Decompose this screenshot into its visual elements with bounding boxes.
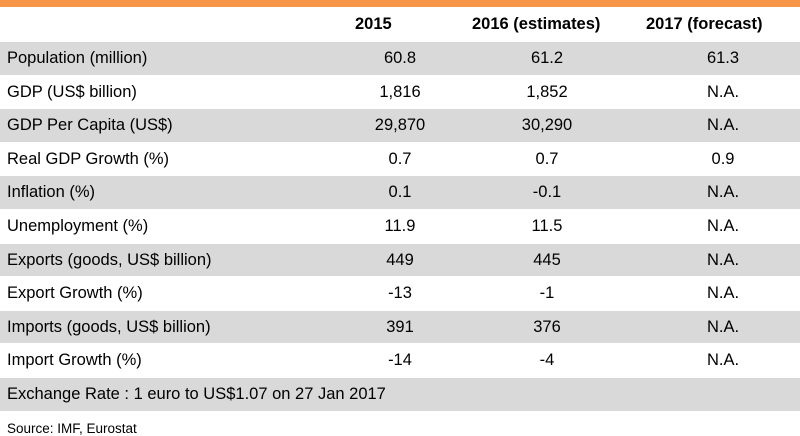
- table-row: Import Growth (%) -14 -4 N.A.: [0, 343, 800, 378]
- exchange-rate-note: Exchange Rate : 1 euro to US$1.07 on 27 …: [0, 377, 800, 411]
- value-2015: -13: [388, 284, 412, 303]
- value-2015: 391: [386, 317, 414, 336]
- accent-bar: [0, 0, 800, 7]
- table-row: GDP (US$ billion) 1,816 1,852 N.A.: [0, 75, 800, 109]
- header-2016: 2016 (estimates): [472, 15, 601, 33]
- value-2017: N.A.: [706, 216, 740, 235]
- table-row: Imports (goods, US$ billion) 391 376 N.A.: [0, 310, 800, 344]
- exchange-rate-row: Exchange Rate : 1 euro to US$1.07 on 27 …: [0, 377, 800, 411]
- value-2016: 0.7: [535, 149, 559, 168]
- value-2016: 61.2: [530, 49, 564, 67]
- value-2017: 0.9: [711, 149, 735, 168]
- value-2017: N.A.: [706, 82, 740, 101]
- value-2015: 0.7: [388, 149, 412, 168]
- value-2015: -14: [388, 351, 412, 370]
- header-label: [0, 7, 352, 42]
- value-2016: 1,852: [526, 82, 568, 101]
- row-label: Inflation (%): [7, 183, 96, 202]
- value-2016: -1: [539, 284, 555, 303]
- value-2015: 11.9: [384, 216, 416, 235]
- table-row: Exports (goods, US$ billion) 449 445 N.A.: [0, 243, 800, 277]
- row-label: Population (million): [7, 49, 148, 67]
- row-label: GDP Per Capita (US$): [7, 116, 173, 135]
- row-label: Imports (goods, US$ billion): [7, 317, 211, 336]
- value-2016: -4: [539, 351, 555, 370]
- value-2015: 29,870: [374, 116, 426, 135]
- header-row: 2015 2016 (estimates) 2017 (forecast): [0, 7, 800, 42]
- value-2015: 60.8: [383, 49, 417, 67]
- header-2015: 2015: [355, 15, 392, 33]
- value-2017: N.A.: [706, 284, 740, 303]
- table-row: Export Growth (%) -13 -1 N.A.: [0, 276, 800, 311]
- value-2016: 376: [533, 317, 561, 336]
- value-2016: 30,290: [521, 116, 573, 135]
- value-2015: 0.1: [388, 183, 412, 202]
- table-row: GDP Per Capita (US$) 29,870 30,290 N.A.: [0, 108, 800, 143]
- table-row: Real GDP Growth (%) 0.7 0.7 0.9: [0, 142, 800, 176]
- table-row: Inflation (%) 0.1 -0.1 N.A.: [0, 175, 800, 210]
- value-2016: 11.5: [531, 216, 563, 235]
- value-2015: 449: [386, 250, 414, 269]
- table-row: Population (million) 60.8 61.2 61.3: [0, 41, 800, 76]
- value-2017: N.A.: [706, 116, 740, 135]
- source-note: Source: IMF, Eurostat: [7, 420, 137, 436]
- row-label: Exports (goods, US$ billion): [7, 250, 212, 269]
- table-row: Unemployment (%) 11.9 11.5 N.A.: [0, 209, 800, 243]
- row-label: GDP (US$ billion): [7, 82, 137, 101]
- value-2016: 445: [533, 250, 561, 269]
- value-2017: N.A.: [706, 183, 740, 202]
- value-2017: N.A.: [706, 351, 740, 370]
- economic-indicators-table: 2015 2016 (estimates) 2017 (forecast) Po…: [0, 7, 800, 411]
- value-2017: N.A.: [706, 317, 740, 336]
- value-2017: N.A.: [706, 250, 740, 269]
- value-2015: 1,816: [379, 82, 421, 101]
- header-2017: 2017 (forecast): [646, 15, 763, 33]
- row-label: Real GDP Growth (%): [7, 149, 169, 168]
- row-label: Unemployment (%): [7, 216, 149, 235]
- row-label: Import Growth (%): [7, 351, 142, 370]
- value-2017: 61.3: [706, 49, 740, 67]
- value-2016: -0.1: [532, 183, 562, 202]
- row-label: Export Growth (%): [7, 284, 143, 303]
